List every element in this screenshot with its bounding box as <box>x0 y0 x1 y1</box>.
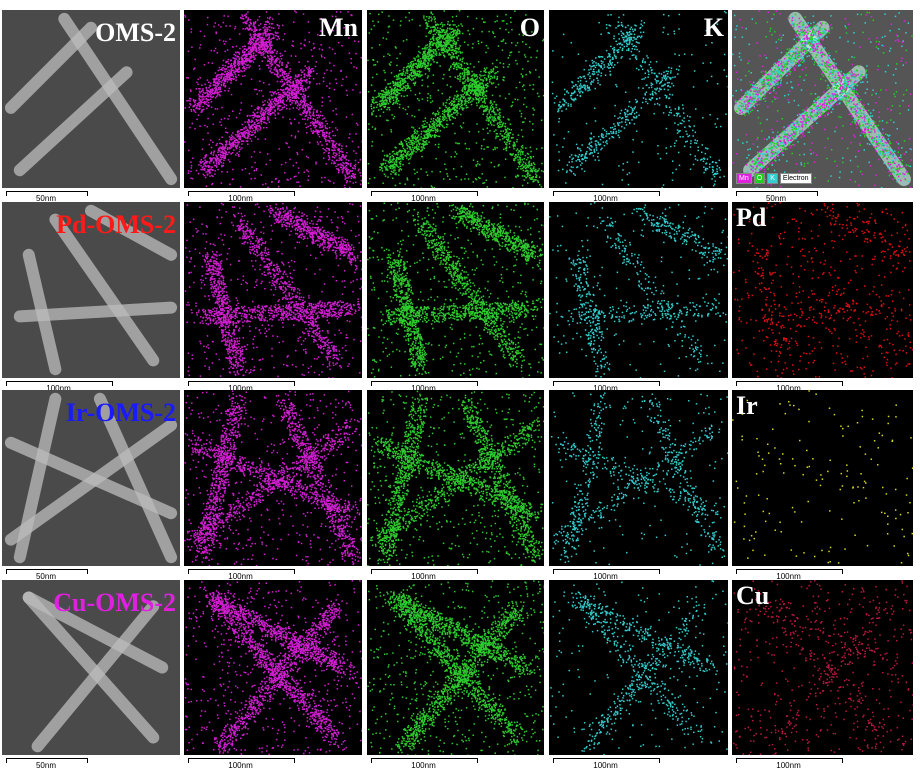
legend-chip-o: O <box>754 173 765 184</box>
sample-label: OMS-2 <box>95 20 176 46</box>
eds-map-o: O <box>367 10 544 188</box>
scale-bar: 100nm <box>188 758 293 770</box>
eds-map-k <box>549 202 728 378</box>
eds-map-o <box>367 390 544 566</box>
legend-chip-electron: Electron <box>780 173 812 184</box>
element-label: K <box>704 15 724 41</box>
sample-label: Pd-OMS-2 <box>56 212 176 238</box>
eds-map-k <box>549 580 728 755</box>
eds-map-o <box>367 580 544 755</box>
eds-map-ir: Ir <box>732 390 913 566</box>
element-label: Ir <box>736 393 758 419</box>
haadf-image: Pd-OMS-2 <box>2 202 180 378</box>
haadf-image: Cu-OMS-2 <box>2 580 180 755</box>
element-label: Cu <box>736 583 769 609</box>
eds-map-k: K <box>549 10 728 188</box>
eds-map-pd: Pd <box>732 202 913 378</box>
scale-bar: 100nm <box>371 758 476 770</box>
element-label: Pd <box>736 205 766 231</box>
eds-map-mn <box>184 202 362 378</box>
haadf-image: Ir-OMS-2 <box>2 390 180 566</box>
eds-map-mn <box>184 390 362 566</box>
eds-map-k <box>549 390 728 566</box>
eds-map-o <box>367 202 544 378</box>
eds-map-mn: Mn <box>184 10 362 188</box>
eds-map-cu: Cu <box>732 580 913 755</box>
sample-label: Ir-OMS-2 <box>66 400 176 426</box>
eds-map-mn <box>184 580 362 755</box>
sample-label: Cu-OMS-2 <box>53 590 176 616</box>
scale-bar: 100nm <box>553 758 658 770</box>
scale-bar: 50nm <box>6 758 86 770</box>
scale-bar: 100nm <box>736 758 841 770</box>
haadf-image: OMS-2 <box>2 10 180 188</box>
element-label: O <box>520 15 540 41</box>
legend-chip-mn: Mn <box>736 173 752 184</box>
element-label: Mn <box>319 15 358 41</box>
legend-chip-k: K <box>767 173 778 184</box>
